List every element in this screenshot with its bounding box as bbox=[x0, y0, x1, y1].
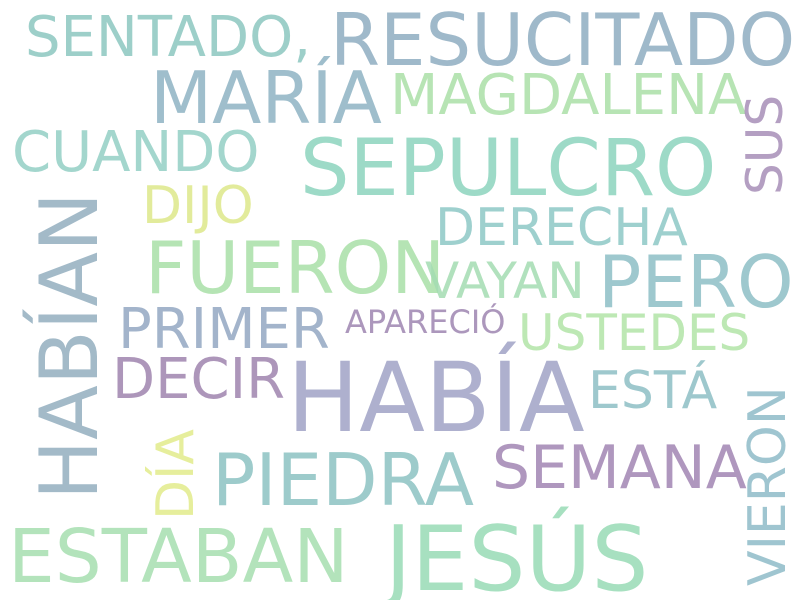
word-primer: PRIMER bbox=[118, 297, 330, 362]
word-aparecio: APARECIÓ bbox=[345, 303, 506, 341]
word-dia: DÍA bbox=[146, 429, 206, 520]
word-maria: MARÍA bbox=[150, 56, 382, 140]
word-sentado: SENTADO, bbox=[25, 5, 311, 70]
word-resucitado: RESUCITADO bbox=[330, 0, 796, 82]
word-piedra: PIEDRA bbox=[212, 438, 474, 522]
word-habian: HABÍAN bbox=[23, 192, 116, 500]
word-decir: DECIR bbox=[112, 347, 286, 412]
word-habia: HABÍA bbox=[287, 342, 585, 454]
word-estaban: ESTABAN bbox=[8, 514, 349, 600]
word-sus: SUS bbox=[736, 94, 794, 195]
word-esta: ESTÁ bbox=[588, 361, 718, 421]
word-cuando: CUANDO bbox=[12, 120, 260, 185]
word-sepulcro: SEPULCRO bbox=[300, 124, 717, 214]
word-fueron: FUERON bbox=[145, 226, 446, 310]
word-dijo: DIJO bbox=[142, 176, 254, 236]
word-ustedes: USTEDES bbox=[518, 304, 751, 362]
word-vayan: VAYAN bbox=[425, 252, 585, 310]
word-pero: PERO bbox=[598, 240, 794, 324]
word-vieron: VIERON bbox=[738, 386, 798, 586]
word-semana: SEMANA bbox=[492, 433, 747, 503]
word-magdalena: MAGDALENA bbox=[390, 63, 747, 128]
word-derecha: DERECHA bbox=[435, 198, 688, 258]
word-jesus: JESÚS bbox=[385, 507, 649, 600]
